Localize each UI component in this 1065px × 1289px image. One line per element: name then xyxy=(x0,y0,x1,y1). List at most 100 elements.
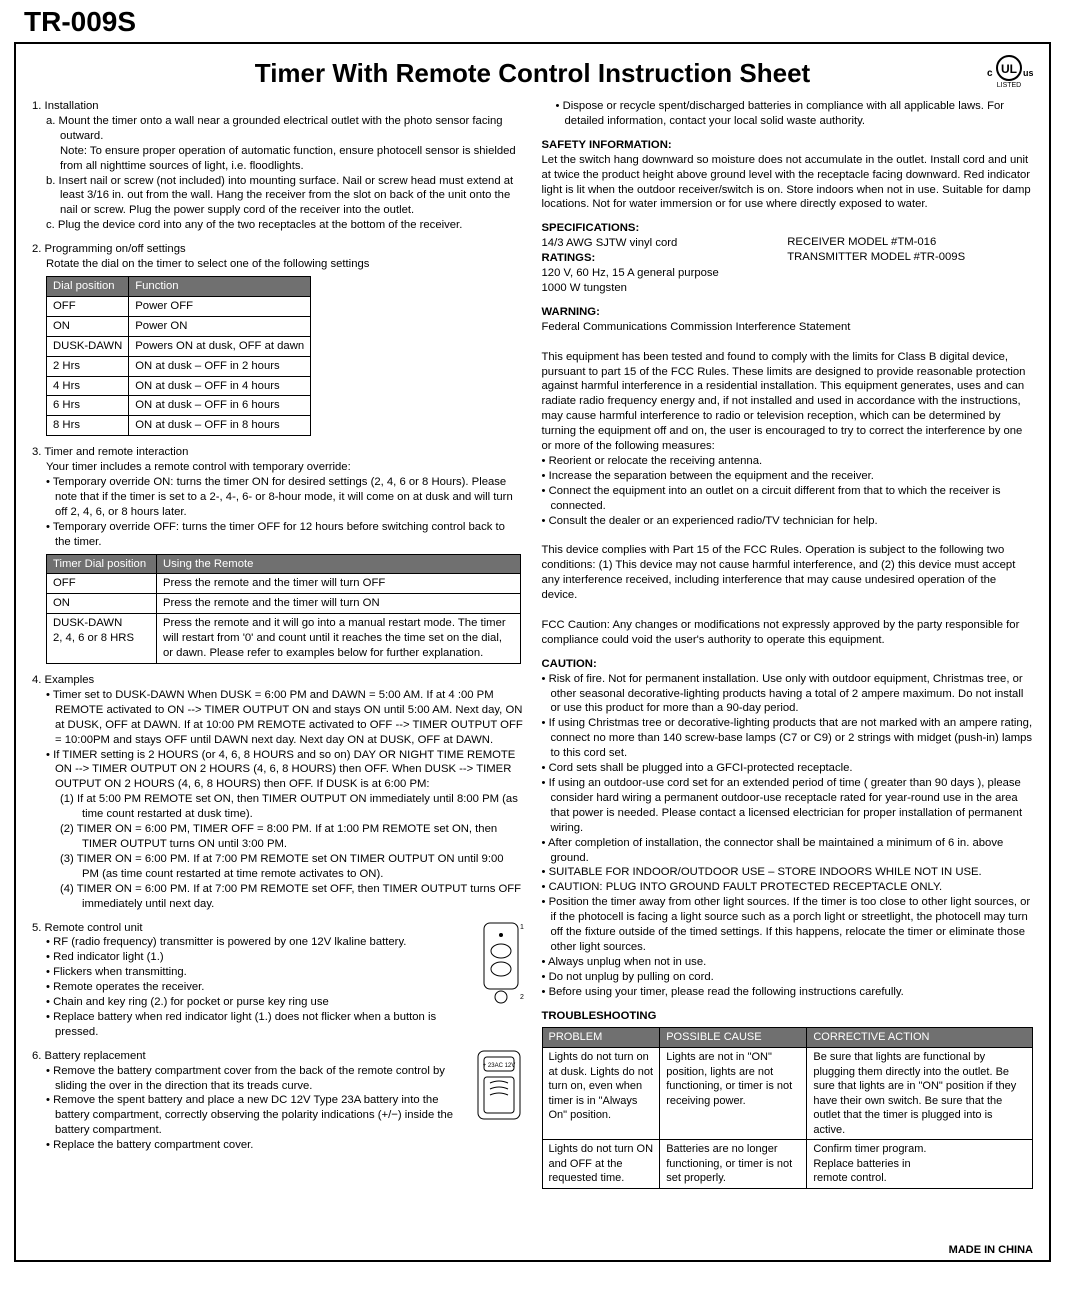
table-row: 2 HrsON at dusk – OFF in 2 hours xyxy=(47,356,311,376)
table-row: 8 HrsON at dusk – OFF in 8 hours xyxy=(47,416,311,436)
interaction-b2: Temporary override OFF: turns the timer … xyxy=(46,520,524,550)
remote-front-icon: 1 2 xyxy=(478,921,524,1007)
svg-text:us: us xyxy=(1023,68,1033,78)
model-code: TR-009S xyxy=(24,6,1051,38)
caution-head: CAUTION: xyxy=(542,657,1034,672)
caution-b11: Before using your timer, please read the… xyxy=(542,985,1034,1000)
warning-section: WARNING: Federal Communications Commissi… xyxy=(542,305,1034,648)
caution-b6: SUITABLE FOR INDOOR/OUTDOOR USE – STORE … xyxy=(542,865,1034,880)
section-head: 5. Remote control unit xyxy=(32,921,524,936)
examples-n2: (2) TIMER ON = 6:00 PM, TIMER OFF = 8:00… xyxy=(60,822,524,852)
warning-sub: Federal Communications Commission Interf… xyxy=(542,320,1034,335)
ratings-line: 120 V, 60 Hz, 15 A general purpose xyxy=(542,266,788,281)
table-row: OFFPower OFF xyxy=(47,296,311,316)
interaction-b1: Temporary override ON: turns the timer O… xyxy=(46,475,524,520)
section-installation: 1. Installation a. Mount the timer onto … xyxy=(32,99,524,233)
receiver-model: RECEIVER MODEL #TM-016 xyxy=(787,235,1033,250)
install-b: b. Insert nail or screw (not included) i… xyxy=(46,174,524,219)
svg-text:c: c xyxy=(987,68,993,79)
table-row: Lights do not turn ON and OFF at the req… xyxy=(542,1140,1033,1189)
section-battery: + 23AC 12V 6. Battery replacement Remove… xyxy=(32,1049,524,1153)
install-a: a. Mount the timer onto a wall near a gr… xyxy=(46,114,524,144)
section-programming: 2. Programming on/off settings Rotate th… xyxy=(32,242,524,436)
warning-b3: Connect the equipment into an outlet on … xyxy=(542,484,1034,514)
warning-p1: This equipment has been tested and found… xyxy=(542,350,1034,454)
dial-table: Dial position Function OFFPower OFF ONPo… xyxy=(46,276,311,436)
right-column: Dispose or recycle spent/discharged batt… xyxy=(542,99,1034,1189)
dial-th1: Dial position xyxy=(47,276,129,296)
page-title: Timer With Remote Control Instruction Sh… xyxy=(255,58,810,89)
left-column: 1. Installation a. Mount the timer onto … xyxy=(32,99,524,1189)
caution-b4: If using an outdoor-use cord set for an … xyxy=(542,776,1034,836)
caution-b3: Cord sets shall be plugged into a GFCI-p… xyxy=(542,761,1034,776)
specs-line: 14/3 AWG SJTW vinyl cord xyxy=(542,236,788,251)
caution-b8: Position the timer away from other light… xyxy=(542,895,1034,955)
troubleshoot-th1: PROBLEM xyxy=(542,1028,660,1048)
remote-b1: RF (radio frequency) transmitter is powe… xyxy=(46,935,524,950)
svg-text:LISTED: LISTED xyxy=(997,82,1022,88)
section-examples: 4. Examples Timer set to DUSK-DAWN When … xyxy=(32,673,524,912)
section-head: 3. Timer and remote interaction xyxy=(32,445,524,460)
warning-head: WARNING: xyxy=(542,305,1034,320)
safety-body: Let the switch hang downward so moisture… xyxy=(542,153,1034,213)
ul-listed-badge: c UL us LISTED xyxy=(985,54,1033,88)
section-head: 6. Battery replacement xyxy=(32,1049,524,1064)
caution-b2: If using Christmas tree or decorative-li… xyxy=(542,716,1034,761)
safety-section: SAFETY INFORMATION: Let the switch hang … xyxy=(542,138,1034,213)
table-row: Lights do not turn on at dusk. Lights do… xyxy=(542,1047,1033,1139)
remote-table: Timer Dial position Using the Remote OFF… xyxy=(46,554,521,664)
caution-b10: Do not unplug by pulling on cord. xyxy=(542,970,1034,985)
examples-n4: (4) TIMER ON = 6:00 PM. If at 7:00 PM RE… xyxy=(60,882,524,912)
made-in-label: MADE IN CHINA xyxy=(949,1244,1033,1256)
warning-b4: Consult the dealer or an experienced rad… xyxy=(542,514,1034,529)
transmitter-model: TRANSMITTER MODEL #TR-009S xyxy=(787,250,1033,265)
troubleshoot-table: PROBLEM POSSIBLE CAUSE CORRECTIVE ACTION… xyxy=(542,1027,1034,1188)
dial-th2: Function xyxy=(129,276,311,296)
caution-b9: Always unplug when not in use. xyxy=(542,955,1034,970)
warning-b2: Increase the separation between the equi… xyxy=(542,469,1034,484)
svg-text:+ 23AC 12V: + 23AC 12V xyxy=(482,1063,515,1069)
battery-b2: Remove the spent battery and place a new… xyxy=(46,1093,524,1138)
ratings-line: 1000 W tungsten xyxy=(542,281,788,296)
remote-b5: Chain and key ring (2.) for pocket or pu… xyxy=(46,995,524,1010)
section-interaction: 3. Timer and remote interaction Your tim… xyxy=(32,445,524,664)
remote-b4: Remote operates the receiver. xyxy=(46,980,524,995)
svg-text:2: 2 xyxy=(520,994,524,1001)
caution-section: CAUTION: Risk of fire. Not for permanent… xyxy=(542,657,1034,1000)
table-row: ONPress the remote and the timer will tu… xyxy=(47,594,521,614)
warning-b1: Reorient or relocate the receiving anten… xyxy=(542,454,1034,469)
examples-n3: (3) TIMER ON = 6:00 PM. If at 7:00 PM RE… xyxy=(60,852,524,882)
table-row: DUSK-DAWNPowers ON at dusk, OFF at dawn xyxy=(47,336,311,356)
troubleshoot-th2: POSSIBLE CAUSE xyxy=(660,1028,807,1048)
battery-b3: Replace the battery compartment cover. xyxy=(46,1138,524,1153)
dispose-note: Dispose or recycle spent/discharged batt… xyxy=(556,99,1034,129)
table-row: DUSK-DAWN 2, 4, 6 or 8 HRSPress the remo… xyxy=(47,614,521,664)
warning-p3: FCC Caution: Any changes or modification… xyxy=(542,618,1034,648)
section-head: 4. Examples xyxy=(32,673,524,688)
remote-b6: Replace battery when red indicator light… xyxy=(46,1010,524,1040)
battery-b1: Remove the battery compartment cover fro… xyxy=(46,1064,524,1094)
specs-head: SPECIFICATIONS: xyxy=(542,221,788,236)
caution-b5: After completion of installation, the co… xyxy=(542,836,1034,866)
ratings-head: RATINGS: xyxy=(542,251,788,266)
section-head: 1. Installation xyxy=(32,99,524,114)
specs-section: SPECIFICATIONS: 14/3 AWG SJTW vinyl cord… xyxy=(542,221,1034,296)
remote-th1: Timer Dial position xyxy=(47,554,157,574)
svg-text:UL: UL xyxy=(1001,62,1017,76)
troubleshooting-section: TROUBLESHOOTING PROBLEM POSSIBLE CAUSE C… xyxy=(542,1009,1034,1189)
troubleshoot-th3: CORRECTIVE ACTION xyxy=(807,1028,1033,1048)
safety-head: SAFETY INFORMATION: xyxy=(542,138,1034,153)
document-frame: Timer With Remote Control Instruction Sh… xyxy=(14,42,1051,1262)
programming-body: Rotate the dial on the timer to select o… xyxy=(46,257,524,272)
remote-back-icon: + 23AC 12V xyxy=(474,1049,524,1123)
svg-text:1: 1 xyxy=(520,924,524,931)
examples-b2: If TIMER setting is 2 HOURS (or 4, 6, 8 … xyxy=(46,748,524,793)
remote-b3: Flickers when transmitting. xyxy=(46,965,524,980)
table-row: ONPower ON xyxy=(47,316,311,336)
troubleshoot-head: TROUBLESHOOTING xyxy=(542,1009,1034,1024)
section-head: 2. Programming on/off settings xyxy=(32,242,524,257)
install-a-note: Note: To ensure proper operation of auto… xyxy=(60,144,524,174)
remote-b2: Red indicator light (1.) xyxy=(46,950,524,965)
examples-n1: (1) If at 5:00 PM REMOTE set ON, then TI… xyxy=(60,792,524,822)
remote-th2: Using the Remote xyxy=(157,554,521,574)
